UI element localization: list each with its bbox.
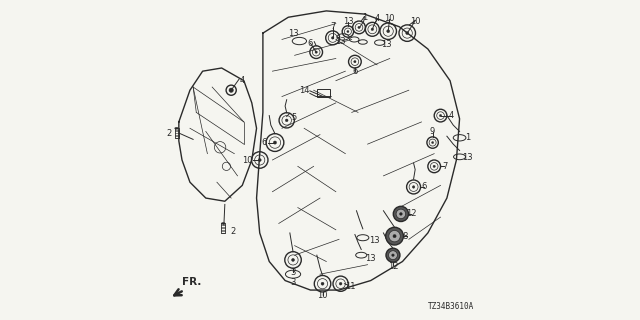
Circle shape: [339, 282, 342, 285]
Circle shape: [273, 141, 276, 144]
Ellipse shape: [175, 127, 179, 129]
Text: 3: 3: [291, 278, 296, 287]
Circle shape: [315, 51, 317, 53]
Text: 12: 12: [388, 262, 398, 271]
Bar: [317, 89, 330, 97]
Text: 4: 4: [374, 14, 380, 23]
Text: 1: 1: [465, 133, 470, 142]
Circle shape: [386, 248, 400, 262]
Text: 10: 10: [243, 156, 253, 165]
Text: 10: 10: [317, 291, 328, 300]
Circle shape: [332, 36, 334, 39]
Circle shape: [431, 141, 434, 144]
Circle shape: [388, 251, 397, 260]
Circle shape: [406, 32, 409, 35]
Circle shape: [396, 209, 406, 219]
Circle shape: [347, 30, 349, 33]
Text: 13: 13: [369, 236, 380, 245]
Circle shape: [387, 30, 390, 33]
Text: 10: 10: [410, 17, 420, 26]
Text: 7: 7: [330, 22, 335, 31]
Circle shape: [433, 165, 435, 167]
Text: 6: 6: [421, 182, 427, 191]
Text: 7: 7: [442, 162, 447, 171]
Text: 13: 13: [462, 153, 473, 162]
Bar: [175, 128, 179, 138]
Circle shape: [229, 88, 234, 92]
Text: FR.: FR.: [182, 277, 202, 287]
Text: 13: 13: [335, 36, 346, 45]
Text: 14: 14: [299, 86, 309, 95]
Text: 8: 8: [403, 232, 408, 241]
Text: 11: 11: [345, 282, 355, 292]
Circle shape: [321, 282, 324, 285]
Bar: [221, 223, 225, 233]
Text: 4: 4: [239, 76, 245, 85]
Text: 2: 2: [230, 227, 236, 236]
Circle shape: [393, 206, 408, 221]
Text: 13: 13: [288, 28, 298, 38]
Text: 2: 2: [166, 129, 172, 138]
Circle shape: [399, 212, 403, 215]
Text: 10: 10: [385, 14, 395, 23]
Text: 13: 13: [381, 40, 392, 49]
Text: 6: 6: [262, 138, 267, 147]
Text: 13: 13: [342, 17, 353, 26]
Circle shape: [358, 26, 360, 28]
Text: 6: 6: [352, 67, 358, 76]
Circle shape: [354, 60, 356, 63]
Text: 6: 6: [308, 39, 313, 48]
Text: 4: 4: [449, 111, 454, 120]
Circle shape: [386, 227, 403, 245]
Circle shape: [393, 235, 396, 238]
Circle shape: [440, 115, 442, 117]
Text: 1: 1: [362, 13, 367, 22]
Ellipse shape: [221, 222, 225, 224]
Circle shape: [412, 186, 415, 188]
Text: 13: 13: [365, 254, 376, 263]
Circle shape: [259, 158, 261, 162]
Circle shape: [392, 254, 394, 256]
Circle shape: [292, 259, 294, 261]
Text: 9: 9: [430, 127, 435, 136]
Circle shape: [389, 230, 400, 242]
Circle shape: [371, 28, 374, 31]
Text: TZ34B3610A: TZ34B3610A: [428, 302, 474, 311]
Text: 3: 3: [291, 268, 296, 277]
Text: 5: 5: [291, 113, 296, 122]
Text: 12: 12: [406, 209, 417, 219]
Circle shape: [285, 119, 288, 122]
